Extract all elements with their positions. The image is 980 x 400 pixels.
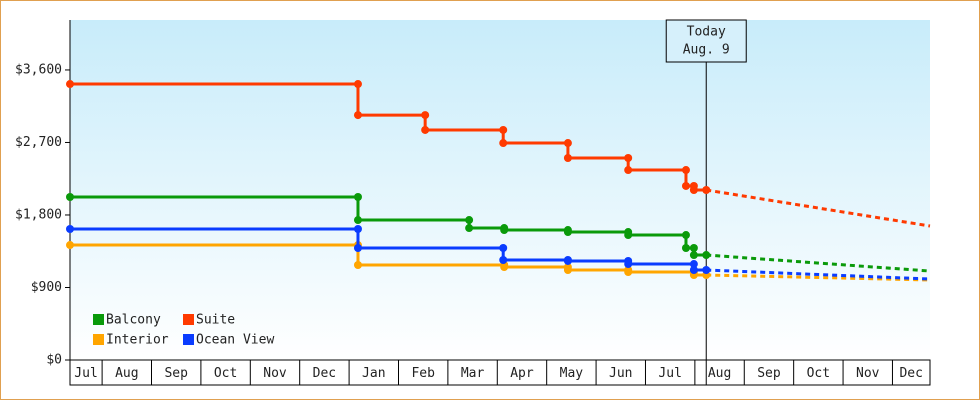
- point: [465, 224, 474, 233]
- legend-label: Interior: [106, 333, 169, 348]
- y-tick-label: $1,800: [15, 207, 62, 222]
- x-tick-label: Sep: [164, 366, 188, 381]
- point: [465, 216, 474, 225]
- y-tick-label: $0: [46, 353, 62, 368]
- point: [563, 266, 572, 275]
- today-box: [665, 19, 747, 63]
- point: [681, 166, 690, 175]
- point: [499, 139, 508, 148]
- point: [624, 154, 633, 163]
- x-tick-label: Mar: [461, 366, 485, 381]
- x-tick-label: Aug: [708, 366, 731, 381]
- x-tick-label: Jul: [658, 366, 681, 381]
- point: [689, 260, 698, 269]
- forecast-line: [706, 273, 931, 282]
- x-tick-label: Oct: [214, 366, 237, 381]
- point: [353, 111, 362, 120]
- point: [499, 244, 508, 253]
- legend-swatch: [183, 334, 194, 345]
- point: [66, 241, 74, 250]
- point: [563, 154, 572, 163]
- point: [421, 111, 430, 120]
- point: [702, 186, 711, 194]
- x-tick-label: Jan: [362, 366, 385, 381]
- x-axis-band: [69, 359, 931, 386]
- x-tick-label: Jun: [609, 366, 632, 381]
- x-tick-label: Nov: [263, 366, 287, 381]
- point: [353, 193, 362, 202]
- point: [499, 125, 508, 134]
- point: [66, 80, 74, 89]
- point: [563, 228, 572, 237]
- point: [353, 216, 362, 225]
- today-label: Aug. 9: [683, 43, 730, 58]
- x-tick-label: Oct: [807, 366, 830, 381]
- point: [702, 266, 711, 275]
- point: [681, 231, 690, 240]
- point: [421, 125, 430, 134]
- point: [353, 80, 362, 89]
- point: [624, 268, 633, 277]
- legend-swatch: [93, 314, 104, 325]
- point: [702, 251, 711, 260]
- x-tick-label: May: [560, 366, 584, 381]
- point: [624, 231, 633, 240]
- y-tick-label: $3,600: [15, 62, 62, 77]
- forecast-line: [706, 268, 931, 281]
- point: [66, 224, 74, 233]
- legend-swatch: [93, 334, 104, 345]
- point: [689, 251, 698, 260]
- point: [689, 244, 698, 253]
- x-tick-label: Nov: [856, 366, 880, 381]
- point: [681, 181, 690, 190]
- point: [563, 256, 572, 265]
- x-tick-label: Apr: [510, 366, 534, 381]
- point: [689, 266, 698, 275]
- y-tick-label: $2,700: [15, 135, 62, 150]
- point: [353, 244, 362, 253]
- point: [500, 263, 509, 272]
- plot-area: [70, 20, 930, 360]
- x-tick-label: Sep: [757, 366, 781, 381]
- point: [624, 166, 633, 175]
- x-tick-label: Feb: [411, 366, 435, 381]
- point: [500, 226, 509, 235]
- x-tick-label: Jul: [74, 366, 97, 381]
- x-tick-label: Aug: [115, 366, 138, 381]
- forecast-line: [705, 188, 931, 228]
- legend-label: Suite: [196, 313, 235, 328]
- point: [66, 193, 74, 202]
- x-tick-label: Dec: [899, 366, 922, 381]
- legend-label: Ocean View: [196, 333, 274, 348]
- point: [689, 186, 698, 194]
- point: [353, 224, 362, 233]
- y-tick-label: $900: [31, 280, 62, 295]
- forecast-line: [706, 253, 931, 273]
- x-tick-label: Dec: [313, 366, 336, 381]
- point: [624, 260, 633, 269]
- legend-swatch: [183, 314, 194, 325]
- point: [681, 244, 690, 253]
- legend-label: Balcony: [106, 313, 161, 328]
- point: [353, 261, 362, 270]
- today-label: Today: [687, 25, 726, 40]
- point: [563, 139, 572, 148]
- point: [499, 256, 508, 265]
